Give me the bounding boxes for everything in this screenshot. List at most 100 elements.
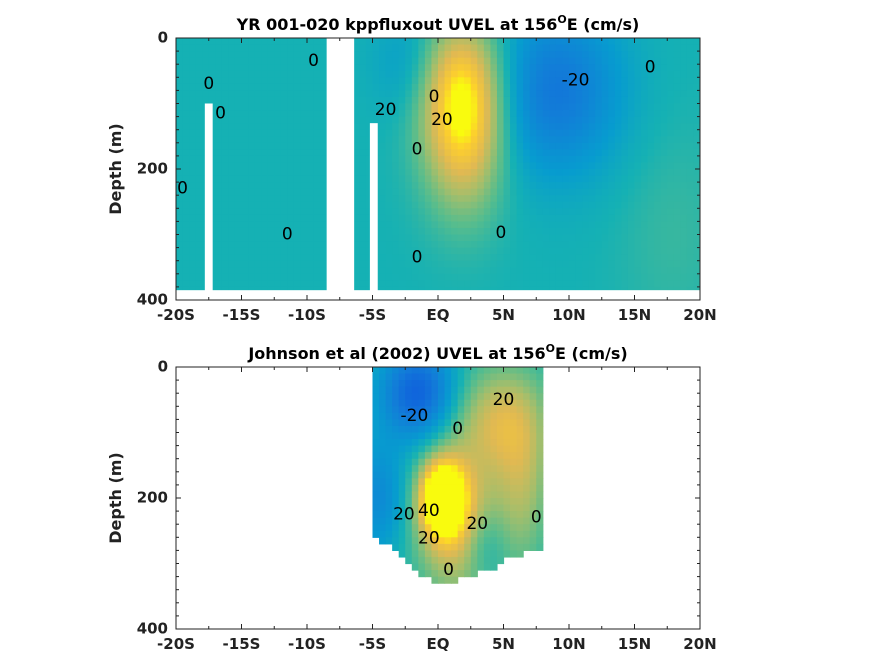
heatmap-cell — [195, 51, 203, 59]
heatmap-cell — [444, 576, 452, 584]
heatmap-cell — [431, 51, 439, 59]
heatmap-cell — [438, 110, 446, 118]
heatmap-cell — [320, 254, 328, 262]
heatmap-cell — [464, 439, 472, 447]
heatmap-cell — [516, 412, 524, 420]
heatmap-cell — [477, 504, 485, 512]
heatmap-cell — [274, 64, 282, 72]
heatmap-cell — [424, 452, 433, 460]
heatmap-cell — [464, 142, 472, 150]
heatmap-cell — [228, 175, 236, 183]
heatmap-cell — [686, 254, 695, 262]
heatmap-cell — [392, 96, 400, 105]
heatmap-cell — [614, 136, 622, 144]
heatmap-cell — [647, 83, 655, 91]
heatmap-cell — [444, 83, 452, 91]
heatmap-cell — [248, 208, 256, 216]
heatmap-cell — [280, 90, 288, 98]
heatmap-cell — [457, 155, 465, 164]
heatmap-cell — [451, 83, 459, 91]
heatmap-cell — [195, 195, 203, 203]
heatmap-cell — [483, 142, 491, 150]
heatmap-cell — [536, 478, 544, 486]
heatmap-cell — [496, 386, 505, 394]
heatmap-cell — [424, 162, 433, 170]
heatmap-cell — [405, 498, 413, 506]
heatmap-cell — [647, 142, 655, 150]
heatmap-cell — [228, 247, 236, 255]
heatmap-cell — [379, 110, 387, 118]
heatmap-cell — [444, 484, 452, 493]
heatmap-cell — [352, 221, 360, 229]
contour-label: 0 — [177, 179, 188, 199]
heatmap-cell — [667, 149, 675, 157]
heatmap-cell — [293, 254, 302, 262]
heatmap-cell — [385, 44, 393, 52]
heatmap-cell — [195, 44, 203, 52]
heatmap-cell — [352, 273, 360, 281]
heatmap-cell — [483, 471, 491, 479]
contour-label: -20 — [562, 71, 590, 91]
heatmap-cell — [627, 57, 636, 65]
heatmap-cell — [483, 221, 491, 229]
heatmap-cell — [490, 129, 498, 137]
heatmap-cell — [529, 386, 537, 394]
heatmap-cell — [392, 201, 400, 209]
heatmap-cell — [228, 241, 236, 249]
heatmap-cell — [601, 83, 609, 91]
heatmap-cell — [595, 96, 603, 105]
heatmap-cell — [588, 116, 596, 124]
heatmap-cell — [680, 51, 688, 59]
heatmap-cell — [608, 267, 616, 275]
heatmap-cell — [549, 260, 557, 268]
heatmap-cell — [686, 280, 695, 288]
heatmap-cell — [274, 123, 282, 131]
heatmap-cell — [418, 524, 426, 532]
heatmap-cell — [477, 373, 485, 381]
heatmap-cell — [379, 517, 387, 525]
heatmap-cell — [621, 260, 629, 268]
heatmap-cell — [490, 419, 498, 427]
heatmap-cell — [582, 208, 590, 216]
heatmap-cell — [405, 51, 413, 59]
heatmap-cell — [392, 439, 400, 447]
heatmap-cell — [601, 149, 609, 157]
heatmap-cell — [693, 188, 700, 196]
heatmap-cell — [582, 214, 590, 222]
heatmap-cell — [365, 260, 374, 268]
heatmap-cell — [464, 260, 472, 268]
heatmap-cell — [385, 439, 393, 447]
heatmap-cell — [483, 511, 491, 519]
heatmap-cell — [208, 77, 216, 85]
heatmap-cell — [182, 110, 190, 118]
heatmap-cell — [405, 267, 413, 275]
heatmap-cell — [634, 123, 642, 131]
heatmap-cell — [392, 498, 400, 506]
heatmap-cell — [234, 273, 243, 281]
heatmap-cell — [215, 247, 223, 255]
heatmap-cell — [195, 169, 203, 177]
heatmap-cell — [582, 247, 590, 255]
heatmap-cell — [457, 182, 465, 190]
heatmap-cell — [261, 247, 269, 255]
heatmap-cell — [398, 530, 406, 538]
heatmap-cell — [621, 116, 629, 124]
heatmap-cell — [398, 511, 406, 519]
heatmap-cell — [398, 57, 406, 65]
heatmap-cell — [398, 452, 406, 460]
heatmap-cell — [503, 188, 511, 196]
y-tick-label: 0 — [158, 358, 168, 376]
heatmap-cell — [516, 116, 524, 124]
heatmap-cell — [405, 38, 413, 46]
heatmap-cell — [418, 484, 426, 493]
heatmap-cell — [516, 64, 524, 72]
heatmap-cell — [352, 129, 360, 137]
heatmap-cell — [405, 550, 413, 558]
heatmap-cell — [182, 175, 190, 183]
heatmap-cell — [287, 155, 295, 164]
heatmap-cell — [405, 367, 413, 375]
heatmap-cell — [477, 556, 485, 565]
heatmap-cell — [693, 96, 700, 105]
heatmap-cell — [667, 90, 675, 98]
heatmap-cell — [647, 188, 655, 196]
